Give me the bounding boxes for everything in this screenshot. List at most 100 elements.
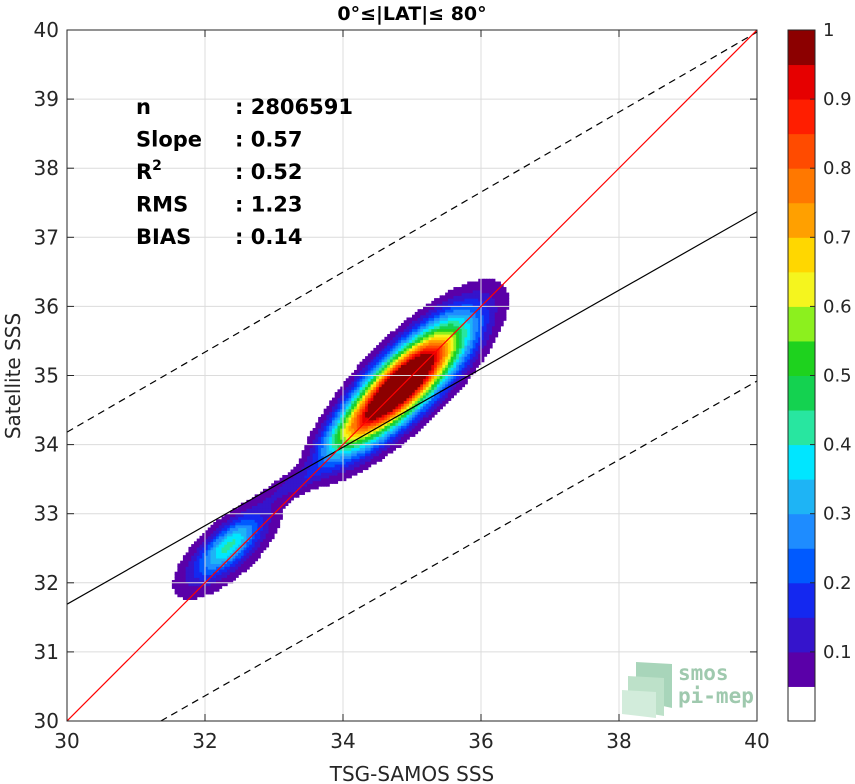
density-cell (492, 334, 496, 338)
density-cell (395, 428, 399, 432)
density-cell (400, 347, 405, 352)
density-cell (351, 466, 355, 471)
density-cell (265, 497, 270, 501)
density-cell (359, 397, 363, 401)
density-cell (348, 383, 352, 388)
density-cell (315, 480, 319, 484)
density-cell (447, 322, 452, 327)
density-cell (331, 461, 336, 465)
density-cell (193, 582, 198, 587)
density-cell (213, 527, 217, 531)
density-cell (417, 381, 421, 385)
density-cell (260, 546, 264, 551)
density-cell (378, 361, 383, 366)
density-cell (456, 347, 460, 352)
density-cell (354, 450, 358, 454)
density-cell (406, 386, 410, 390)
density-cell (320, 483, 325, 487)
density-cell (464, 334, 468, 338)
density-cell (389, 367, 394, 371)
density-cell (351, 469, 355, 473)
density-cell (171, 582, 176, 587)
density-cell (403, 419, 408, 424)
density-cell (196, 549, 201, 553)
density-cell (243, 544, 247, 548)
density-cell (434, 345, 438, 349)
density-cell (420, 419, 424, 424)
density-cell (345, 466, 350, 471)
density-cell (268, 505, 272, 509)
density-cell (395, 334, 399, 338)
density-cell (486, 336, 490, 341)
density-cell (376, 381, 380, 385)
density-cell (428, 369, 432, 374)
density-cell (384, 433, 388, 437)
density-cell (359, 408, 363, 413)
density-cell (307, 441, 311, 446)
density-cell (381, 392, 385, 396)
density-cell (367, 397, 372, 401)
density-cell (345, 419, 350, 424)
density-cell (417, 389, 421, 393)
density-cell (384, 419, 388, 424)
density-cell (329, 425, 333, 429)
density-cell (180, 580, 184, 584)
density-cell (423, 381, 427, 385)
density-cell (362, 436, 366, 440)
density-cell (400, 422, 405, 426)
density-cell (318, 477, 322, 482)
density-cell (365, 364, 369, 368)
density-cell (365, 383, 369, 388)
density-cell (456, 287, 460, 291)
density-cell (240, 560, 245, 565)
density-cell (505, 295, 510, 299)
density-cell (331, 439, 336, 443)
density-cell (478, 311, 482, 316)
density-cell (359, 455, 363, 460)
density-cell (453, 328, 457, 332)
density-cell (456, 358, 460, 363)
density-cell (453, 322, 457, 327)
density-cell (373, 353, 377, 357)
density-cell (464, 353, 468, 357)
density-cell (417, 394, 421, 399)
density-cell (447, 386, 452, 390)
density-cell (205, 571, 209, 576)
density-cell (398, 392, 402, 396)
density-cell (436, 361, 441, 366)
density-cell (331, 463, 336, 468)
density-cell (232, 563, 236, 567)
density-cell (469, 369, 474, 374)
density-cell (414, 350, 419, 354)
density-cell (365, 416, 369, 421)
density-cell (345, 475, 350, 479)
density-cell (464, 322, 468, 327)
density-cell (260, 521, 264, 526)
density-cell (447, 381, 452, 385)
density-cell (193, 593, 198, 598)
density-cell (185, 571, 190, 576)
density-cell (467, 331, 471, 335)
density-cell (185, 591, 190, 595)
density-cell (298, 480, 303, 484)
density-cell (191, 549, 195, 553)
density-cell (229, 538, 234, 542)
density-cell (442, 367, 446, 371)
density-cell (409, 383, 413, 388)
density-cell (387, 358, 391, 363)
density-cell (276, 494, 281, 498)
density-cell (235, 519, 239, 523)
density-cell (232, 560, 236, 565)
density-cell (494, 334, 499, 338)
density-cell (268, 502, 272, 506)
density-cell (348, 419, 352, 424)
density-cell (282, 480, 286, 484)
density-cell (326, 422, 330, 426)
density-cell (481, 334, 485, 338)
density-cell (389, 356, 394, 360)
density-cell (398, 400, 402, 404)
density-cell (365, 400, 369, 404)
density-cell (434, 364, 438, 368)
density-cell (345, 458, 350, 462)
density-cell (202, 588, 206, 592)
